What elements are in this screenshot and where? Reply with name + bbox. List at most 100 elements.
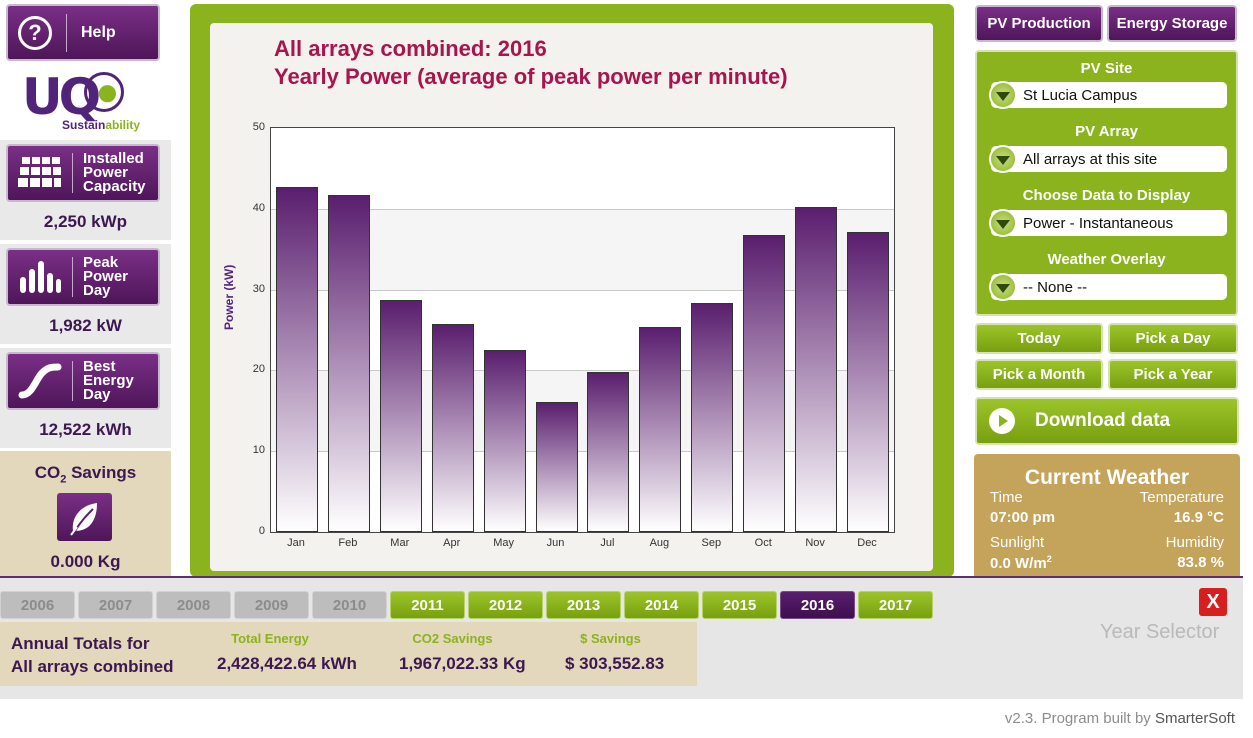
total-energy-label: Total Energy bbox=[231, 631, 309, 646]
bar-oct[interactable] bbox=[743, 234, 786, 532]
installed-capacity-panel: Installed Power Capacity 2,250 kWp bbox=[0, 140, 171, 240]
y-tick-label: 40 bbox=[252, 201, 265, 214]
x-tick-label: Mar bbox=[390, 537, 410, 549]
dollar-savings-label: $ Savings bbox=[580, 631, 641, 646]
x-tick-label: Sep bbox=[701, 537, 722, 549]
button-divider bbox=[72, 153, 73, 193]
grid-line bbox=[271, 451, 894, 453]
year-button-2016[interactable]: 2016 bbox=[780, 591, 855, 619]
year-button-2008: 2008 bbox=[156, 591, 231, 619]
x-tick-label: Aug bbox=[649, 537, 670, 549]
tab-energy-storage[interactable]: Energy Storage bbox=[1107, 5, 1237, 42]
pick-a-month-button[interactable]: Pick a Month bbox=[975, 359, 1103, 390]
chevron-down-icon[interactable] bbox=[989, 81, 1017, 109]
x-tick-label: Dec bbox=[857, 537, 877, 549]
best-energy-day-button[interactable]: Best Energy Day bbox=[6, 352, 160, 410]
year-button-2011[interactable]: 2011 bbox=[390, 591, 465, 619]
co2-savings-panel: CO2 Savings 0.000 Kg bbox=[0, 451, 171, 577]
co2-savings-title: CO2 Savings bbox=[34, 463, 137, 486]
bar-sep[interactable] bbox=[691, 302, 734, 532]
y-axis-label: Power (kW) bbox=[222, 264, 236, 330]
y-tick-label: 20 bbox=[252, 363, 265, 376]
installed-power-capacity-value: 2,250 kWp bbox=[43, 212, 128, 231]
peak-power-day-value: 1,982 kW bbox=[49, 316, 122, 335]
total-energy-value: 2,428,422.64 kWh bbox=[217, 654, 357, 673]
co2-savings-total-label: CO2 Savings bbox=[412, 631, 493, 646]
grid-band bbox=[271, 370, 894, 452]
annual-totals-label: Annual Totals for All arrays combined bbox=[11, 634, 174, 676]
best-energy-day-value: 12,522 kWh bbox=[39, 420, 132, 439]
leaf-icon[interactable] bbox=[57, 493, 112, 541]
bar-may[interactable] bbox=[483, 350, 526, 532]
bar-jun[interactable] bbox=[535, 401, 578, 532]
installed-power-capacity-label: Installed Power Capacity bbox=[83, 150, 146, 195]
installed-power-capacity-button[interactable]: Installed Power Capacity bbox=[6, 144, 160, 202]
smartersoft-link[interactable]: SmarterSoft bbox=[1154, 710, 1235, 727]
weather-humidity-label: Humidity bbox=[1165, 534, 1224, 551]
dollar-savings-value: $ 303,552.83 bbox=[565, 654, 665, 673]
close-year-selector-button[interactable]: X bbox=[1199, 588, 1227, 616]
peak-power-day-button[interactable]: Peak Power Day bbox=[6, 248, 160, 306]
x-tick-label: Jul bbox=[600, 537, 615, 549]
question-icon: ? bbox=[18, 15, 52, 50]
peak-power-panel: Peak Power Day 1,982 kW bbox=[0, 244, 171, 344]
best-energy-day-label: Best Energy Day bbox=[83, 358, 134, 403]
year-selector-label: Year Selector bbox=[1100, 621, 1220, 643]
grid-band bbox=[271, 208, 894, 290]
grid-line bbox=[271, 208, 894, 210]
bar-jul[interactable] bbox=[587, 372, 630, 532]
year-button-2014[interactable]: 2014 bbox=[624, 591, 699, 619]
weather-humidity-value: 83.8 % bbox=[1177, 554, 1224, 571]
weather-temperature-label: Temperature bbox=[1139, 489, 1224, 506]
weather-sunlight-label: Sunlight bbox=[990, 534, 1045, 551]
today-button[interactable]: Today bbox=[975, 323, 1103, 354]
pick-a-day-button[interactable]: Pick a Day bbox=[1108, 323, 1238, 354]
bar-apr[interactable] bbox=[431, 323, 474, 532]
year-button-2015[interactable]: 2015 bbox=[702, 591, 777, 619]
x-axis-ticks: Jan Feb Mar Apr May Jun Jul Aug Sep Oct Nov Dec bbox=[270, 537, 895, 553]
bar-mar[interactable] bbox=[379, 300, 422, 532]
chart-title: All arrays combined: 2016 bbox=[274, 36, 547, 61]
chevron-down-icon[interactable] bbox=[989, 273, 1017, 301]
bar-dec[interactable] bbox=[847, 232, 890, 532]
bar-jan[interactable] bbox=[275, 186, 318, 532]
globe-icon bbox=[84, 72, 124, 112]
x-tick-label: Jun bbox=[546, 537, 565, 549]
version-footer: v2.3. Program built by SmarterSoft bbox=[1004, 710, 1235, 727]
chevron-down-icon[interactable] bbox=[989, 145, 1017, 173]
button-divider bbox=[72, 257, 73, 297]
download-data-button[interactable]: Download data bbox=[975, 397, 1239, 445]
pick-a-year-button[interactable]: Pick a Year bbox=[1108, 359, 1238, 390]
weather-title: Current Weather bbox=[1024, 466, 1190, 489]
y-tick-label: 10 bbox=[252, 444, 265, 457]
bar-chart-plot bbox=[270, 127, 895, 533]
year-button-2017[interactable]: 2017 bbox=[858, 591, 933, 619]
bar-nov[interactable] bbox=[795, 207, 838, 532]
y-tick-label: 50 bbox=[252, 121, 265, 133]
x-tick-label: May bbox=[493, 537, 515, 549]
chart-subtitle: Yearly Power (average of peak power per … bbox=[274, 64, 788, 89]
x-tick-label: Nov bbox=[805, 537, 825, 549]
chevron-down-icon[interactable] bbox=[989, 209, 1017, 237]
pv-site-select[interactable]: St Lucia Campus bbox=[989, 81, 1227, 109]
bar-aug[interactable] bbox=[639, 326, 682, 532]
tab-pv-production[interactable]: PV Production bbox=[975, 5, 1103, 42]
pv-array-select[interactable]: All arrays at this site bbox=[989, 145, 1227, 173]
year-button-2013[interactable]: 2013 bbox=[546, 591, 621, 619]
bar-chart-icon bbox=[16, 255, 62, 299]
energy-curve-icon bbox=[16, 359, 62, 403]
current-weather-panel: Current Weather Time 07:00 pm Temperatur… bbox=[974, 454, 1240, 578]
x-tick-label: Apr bbox=[443, 537, 461, 549]
year-button-2007: 2007 bbox=[78, 591, 153, 619]
weather-overlay-label: Weather Overlay bbox=[1047, 251, 1166, 268]
help-button[interactable]: ? Help bbox=[6, 4, 160, 61]
weather-overlay-select[interactable]: -- None -- bbox=[989, 273, 1227, 301]
data-display-select[interactable]: Power - Instantaneous bbox=[989, 209, 1227, 237]
y-axis-ticks: 0 10 20 30 40 50 bbox=[235, 121, 265, 537]
bar-feb[interactable] bbox=[327, 195, 370, 532]
weather-time-value: 07:00 pm bbox=[990, 509, 1056, 526]
year-button-2012[interactable]: 2012 bbox=[468, 591, 543, 619]
weather-sunlight-value: 0.0 W/m2 bbox=[990, 554, 1052, 572]
help-label: Help bbox=[81, 23, 116, 41]
logo-text: Sustainability bbox=[62, 118, 141, 132]
